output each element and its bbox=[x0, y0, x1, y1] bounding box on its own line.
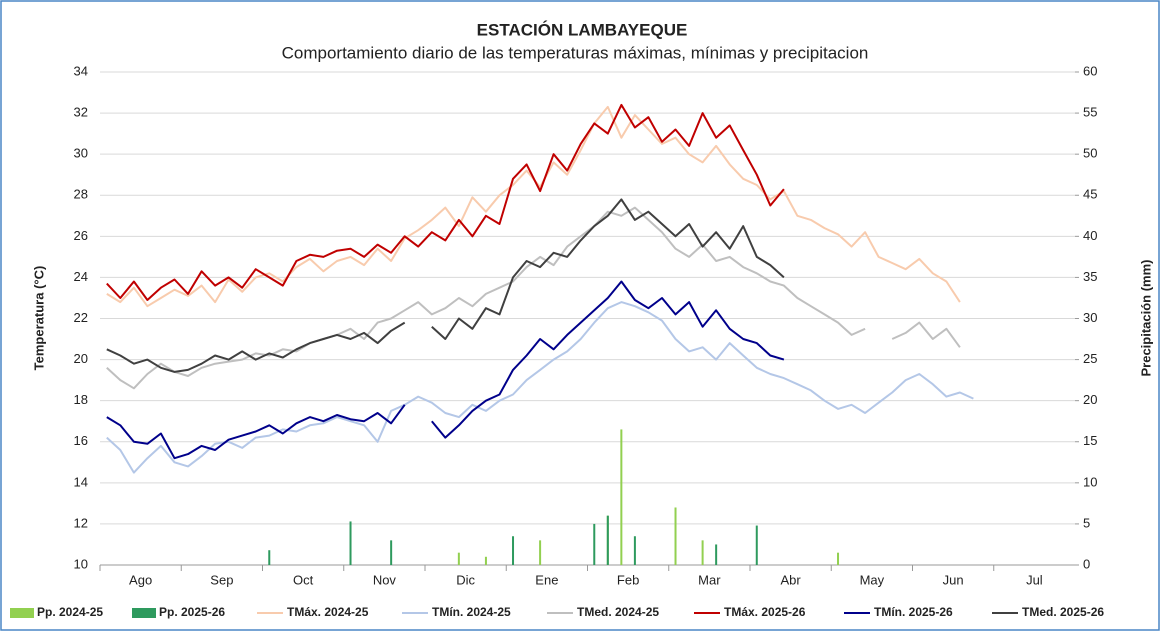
temperature-line bbox=[106, 301, 974, 474]
y-tick-label: 14 bbox=[74, 474, 88, 489]
y-tick-label: 12 bbox=[74, 515, 88, 530]
y2-tick-label: 50 bbox=[1083, 146, 1097, 161]
y-tick-label: 30 bbox=[74, 146, 88, 161]
legend-label: TMáx. 2024-25 bbox=[287, 605, 369, 619]
temperature-line bbox=[106, 206, 961, 390]
x-tick-label: Jun bbox=[943, 572, 964, 587]
y-tick-label: 32 bbox=[74, 105, 88, 120]
y2-tick-label: 15 bbox=[1083, 433, 1097, 448]
x-tick-label: Feb bbox=[617, 572, 639, 587]
y2-tick-label: 35 bbox=[1083, 269, 1097, 284]
x-tick-label: Ene bbox=[535, 572, 558, 587]
legend-label: TMín. 2025-26 bbox=[874, 605, 953, 619]
x-tick-label: Ago bbox=[129, 572, 152, 587]
precip-bar bbox=[715, 544, 718, 565]
precip-bar bbox=[593, 523, 596, 565]
temperature-line bbox=[106, 198, 785, 373]
precip-bar bbox=[701, 540, 704, 565]
x-tick-label: Mar bbox=[698, 572, 721, 587]
x-tick-label: Sep bbox=[210, 572, 233, 587]
precip-bar bbox=[755, 525, 758, 565]
legend-label: TMín. 2024-25 bbox=[432, 605, 511, 619]
precip-bar bbox=[349, 521, 352, 565]
y2-tick-label: 5 bbox=[1083, 515, 1090, 530]
temperature-line bbox=[106, 103, 785, 301]
y2-tick-label: 10 bbox=[1083, 474, 1097, 489]
legend-label: TMed. 2024-25 bbox=[577, 605, 659, 619]
precip-bar bbox=[268, 550, 271, 565]
legend-label: TMed. 2025-26 bbox=[1022, 605, 1104, 619]
legend-label: Pp. 2024-25 bbox=[37, 605, 103, 619]
precip-bar bbox=[457, 552, 460, 565]
precip-bar bbox=[606, 515, 609, 565]
y2-tick-label: 40 bbox=[1083, 228, 1097, 243]
y2-tick-label: 0 bbox=[1083, 556, 1090, 571]
y-tick-label: 22 bbox=[74, 310, 88, 325]
temperature-line bbox=[106, 280, 785, 460]
y-tick-label: 28 bbox=[74, 187, 88, 202]
y2-tick-label: 60 bbox=[1083, 63, 1097, 78]
chart-title: ESTACIÓN LAMBAYEQUE bbox=[477, 20, 688, 39]
y2-axis-label: Precipitación (mm) bbox=[1138, 259, 1153, 376]
precip-bar bbox=[390, 540, 393, 565]
x-tick-label: May bbox=[860, 572, 885, 587]
legend-label: Pp. 2025-26 bbox=[159, 605, 225, 619]
y2-tick-label: 25 bbox=[1083, 351, 1097, 366]
y2-tick-label: 20 bbox=[1083, 392, 1097, 407]
precip-bar bbox=[484, 556, 487, 565]
legend-swatch bbox=[132, 608, 156, 618]
x-tick-label: Jul bbox=[1026, 572, 1043, 587]
y-tick-label: 18 bbox=[74, 392, 88, 407]
y-tick-label: 20 bbox=[74, 351, 88, 366]
x-tick-label: Abr bbox=[781, 572, 802, 587]
y2-tick-label: 30 bbox=[1083, 310, 1097, 325]
x-tick-label: Nov bbox=[373, 572, 397, 587]
legend-label: TMáx. 2025-26 bbox=[724, 605, 806, 619]
chart-subtitle: Comportamiento diario de las temperatura… bbox=[282, 43, 869, 62]
y-tick-label: 24 bbox=[74, 269, 88, 284]
y-tick-label: 10 bbox=[74, 556, 88, 571]
y2-tick-label: 55 bbox=[1083, 105, 1097, 120]
precip-bar bbox=[633, 536, 636, 565]
legend-swatch bbox=[10, 608, 34, 618]
y-axis-label: Temperatura (°C) bbox=[31, 266, 46, 371]
precip-bar bbox=[674, 507, 677, 565]
y-tick-label: 16 bbox=[74, 433, 88, 448]
precip-bar bbox=[512, 536, 515, 565]
y-tick-label: 26 bbox=[74, 228, 88, 243]
y-tick-label: 34 bbox=[74, 63, 88, 78]
x-tick-label: Dic bbox=[456, 572, 475, 587]
precip-bar bbox=[620, 429, 623, 565]
precip-bar bbox=[539, 540, 542, 565]
x-tick-label: Oct bbox=[293, 572, 314, 587]
y2-tick-label: 45 bbox=[1083, 187, 1097, 202]
precip-bar bbox=[837, 552, 840, 565]
